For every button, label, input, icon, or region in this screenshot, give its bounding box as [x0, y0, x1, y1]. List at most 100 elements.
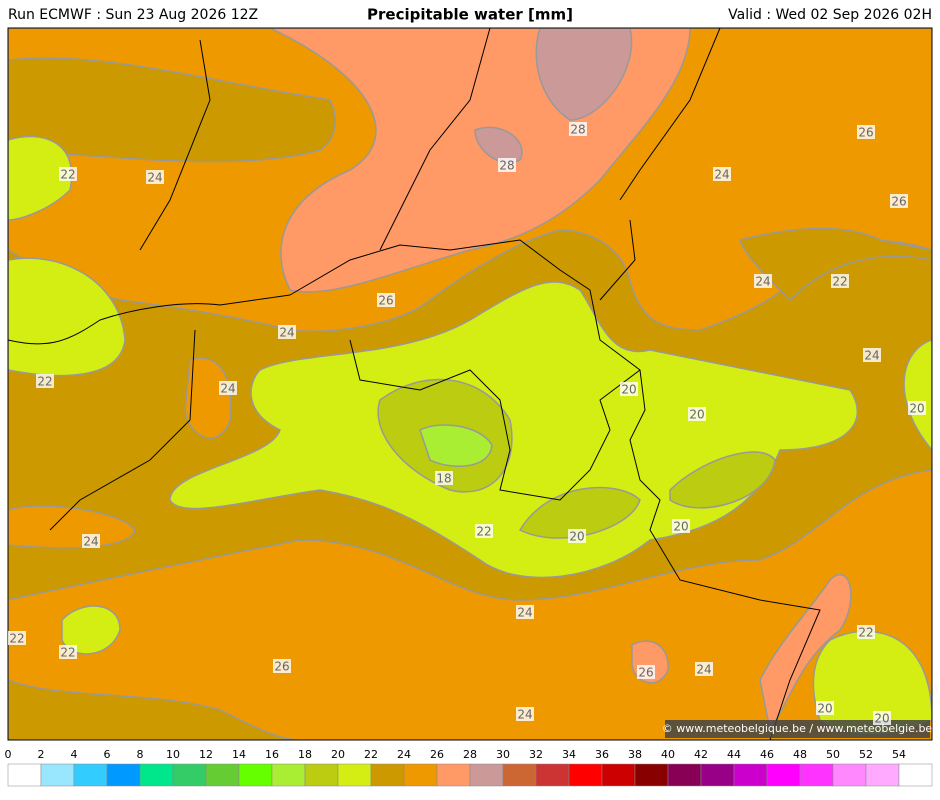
contour-label: 24 — [279, 326, 294, 340]
contour-label-bg — [688, 407, 706, 421]
contour-label-bg — [498, 158, 516, 172]
colorbar-swatch — [766, 763, 801, 787]
contour-label: 22 — [60, 168, 75, 182]
colorbar-tick-label: 20 — [331, 748, 345, 761]
contour-label-bg — [857, 625, 875, 639]
colorbar-swatch — [502, 763, 537, 787]
contour-label-bg — [713, 167, 731, 181]
contour-label: 26 — [638, 666, 653, 680]
border — [289, 239, 821, 740]
colorbar-tick-label: 26 — [430, 748, 444, 761]
colorbar-tick-label: 6 — [104, 748, 111, 761]
colorbar-swatch — [139, 763, 174, 787]
run-info: Run ECMWF : Sun 23 Aug 2026 12Z — [8, 7, 258, 23]
contour-label: 28 — [499, 159, 514, 173]
contour-label-bg — [59, 167, 77, 181]
contour-label-bg — [873, 711, 891, 725]
contour-label-bg — [36, 374, 54, 388]
contour-label-bg — [695, 662, 713, 676]
colorbar-swatch — [700, 763, 735, 787]
contour-label-bg — [377, 293, 395, 307]
contour-label: 24 — [696, 663, 711, 677]
contour-label-bg — [516, 605, 534, 619]
contour-label: 20 — [689, 408, 704, 422]
region — [903, 339, 932, 452]
contour-label: 20 — [673, 520, 688, 534]
colorbar-swatch — [535, 763, 570, 787]
colorbar-tick-label: 0 — [5, 748, 12, 761]
colorbar-tick-label: 52 — [859, 748, 873, 761]
contour-label-bg — [569, 122, 587, 136]
contour-label: 24 — [517, 708, 532, 722]
colorbar-swatch — [403, 763, 438, 787]
contour-label: 24 — [517, 606, 532, 620]
region — [535, 28, 633, 121]
contour-label: 20 — [569, 530, 584, 544]
colorbar-tick-label: 48 — [793, 748, 807, 761]
colorbar-tick-label: 4 — [71, 748, 78, 761]
border — [49, 28, 721, 531]
colorbar-tick-label: 10 — [166, 748, 180, 761]
contour-label: 26 — [274, 660, 289, 674]
colorbar-swatch — [469, 763, 504, 787]
contour-label: 24 — [147, 171, 162, 185]
colorbar-tick-label: 22 — [364, 748, 378, 761]
colorbar-tick-label: 16 — [265, 748, 279, 761]
contour-label-bg — [816, 701, 834, 715]
border — [349, 339, 641, 501]
colorbar-tick-label: 42 — [694, 748, 708, 761]
contour-label-bg — [620, 382, 638, 396]
colorbar-swatch — [898, 763, 933, 787]
contour-label: 22 — [858, 626, 873, 640]
region — [759, 573, 852, 732]
colorbar-tick-label: 8 — [137, 748, 144, 761]
contour-label-bg — [637, 665, 655, 679]
colorbar-swatch — [205, 763, 240, 787]
contour-label: 26 — [378, 294, 393, 308]
contour-label-bg — [516, 707, 534, 721]
colorbar-tick-label: 34 — [562, 748, 576, 761]
map — [8, 28, 932, 740]
contour-label-bg — [863, 348, 881, 362]
contour-label-bg — [831, 274, 849, 288]
colorbar-swatch — [172, 763, 207, 787]
colorbar-tick-label: 24 — [397, 748, 411, 761]
contour-label: 24 — [220, 382, 235, 396]
colorbar-tick-label: 50 — [826, 748, 840, 761]
map-frame — [7, 27, 933, 741]
valid-time: Valid : Wed 02 Sep 2026 02H — [728, 7, 932, 23]
colorbar-tick-label: 2 — [38, 748, 45, 761]
contour-label: 20 — [621, 383, 636, 397]
contour-label: 24 — [755, 275, 770, 289]
colorbar-swatch — [40, 763, 75, 787]
colorbar-tick-label: 38 — [628, 748, 642, 761]
colorbar-swatch — [106, 763, 141, 787]
contour-label: 18 — [436, 472, 451, 486]
contour-label: 20 — [909, 402, 924, 416]
colorbar-tick-label: 44 — [727, 748, 741, 761]
contour-label-bg — [890, 194, 908, 208]
contour-label-bg — [82, 534, 100, 548]
map-title: Precipitable water [mm] — [367, 6, 573, 24]
region — [669, 451, 776, 509]
contour-label-bg — [754, 274, 772, 288]
region — [518, 486, 641, 539]
contour-label-bg — [568, 529, 586, 543]
contour-label-bg — [146, 170, 164, 184]
contour-label: 24 — [83, 535, 98, 549]
contour-label-bg — [278, 325, 296, 339]
colorbar-tick-label: 12 — [199, 748, 213, 761]
contour-label: 22 — [9, 632, 24, 646]
contour-label: 22 — [60, 646, 75, 660]
region — [8, 505, 136, 549]
region — [8, 57, 336, 163]
contour-label: 26 — [891, 195, 906, 209]
colorbar-tick-label: 14 — [232, 748, 246, 761]
contour-label-bg — [8, 631, 26, 645]
colorbar-swatch — [634, 763, 669, 787]
region — [8, 679, 301, 740]
colorbar-swatch — [865, 763, 900, 787]
region — [184, 357, 232, 439]
colorbar-swatch — [370, 763, 405, 787]
